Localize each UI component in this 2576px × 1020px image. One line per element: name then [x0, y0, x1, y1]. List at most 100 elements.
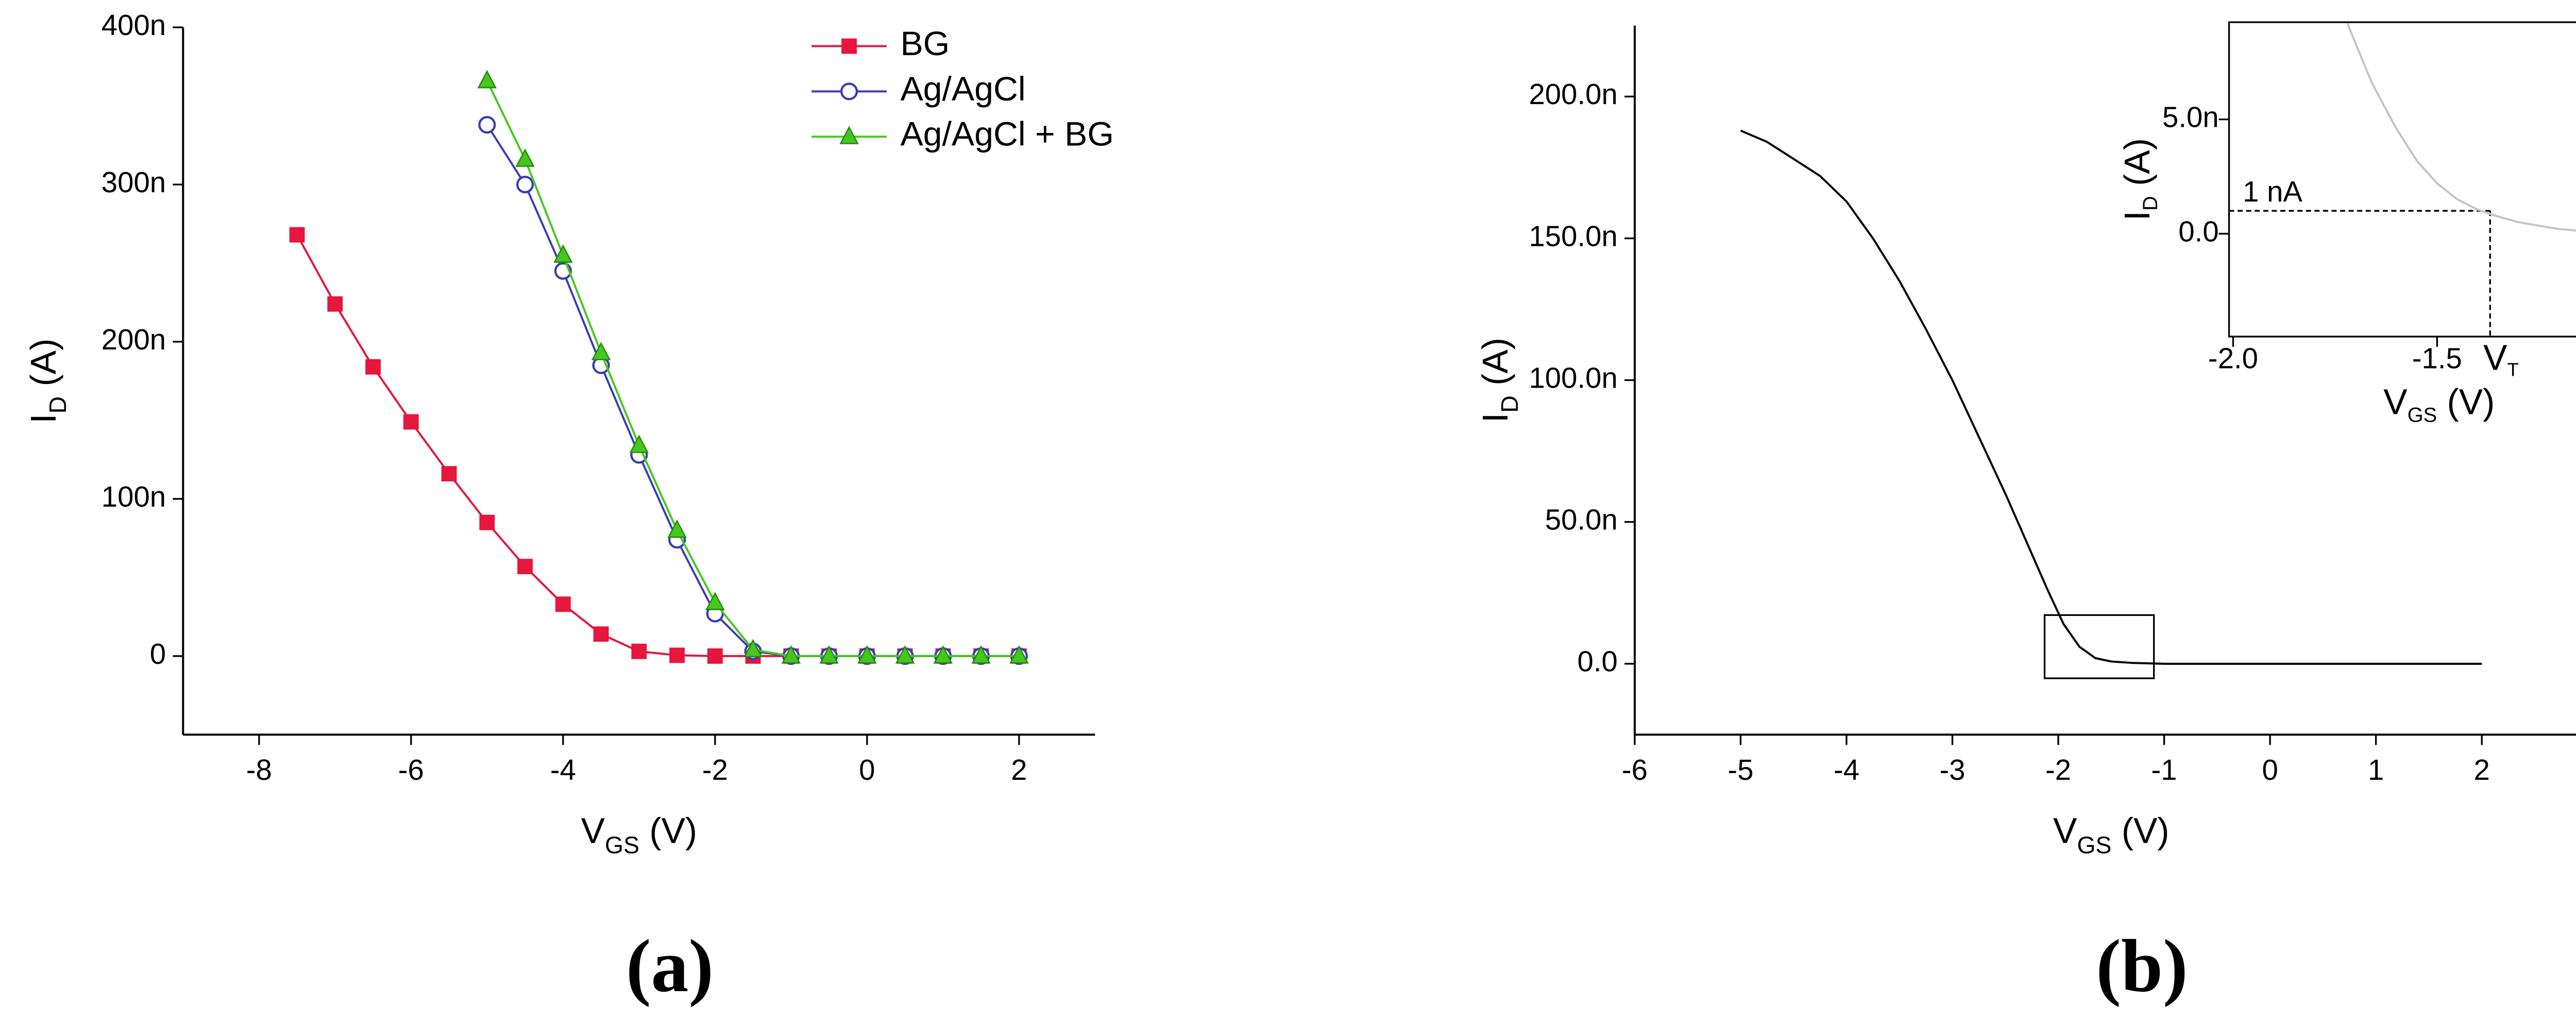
x-axis-label-part: V: [2383, 382, 2408, 422]
marker: [365, 359, 381, 375]
y-axis-label-part: I: [1475, 413, 1515, 423]
legend-label: BG: [901, 25, 950, 63]
marker: [841, 38, 857, 54]
x-axis-label-part: GS: [2077, 832, 2111, 859]
threshold-x-label-part: V: [2483, 338, 2507, 378]
x-tick-label: 1: [2368, 754, 2384, 786]
x-tick-label: -1.5: [2412, 342, 2462, 374]
x-tick-label: -4: [550, 754, 576, 786]
y-axis-label-part: I: [2117, 211, 2158, 221]
y-tick-label: 5.0n: [2162, 101, 2219, 133]
y-axis-label-part: D: [2139, 196, 2162, 211]
x-tick-label: 0: [2262, 754, 2278, 786]
x-tick-label: 2: [2474, 754, 2490, 786]
x-axis-label-part: (V): [2437, 382, 2495, 422]
marker: [517, 559, 533, 575]
panel-label: (a): [626, 924, 714, 1008]
marker: [629, 434, 649, 453]
y-axis-label: ID (A): [2117, 138, 2162, 221]
marker: [593, 626, 609, 642]
y-axis-label-part: I: [24, 413, 64, 423]
y-tick-label: 0: [150, 638, 166, 670]
y-axis-label-part: D: [44, 396, 71, 414]
marker: [971, 645, 991, 664]
marker: [403, 414, 419, 430]
y-axis-label-part: (A): [2117, 138, 2158, 196]
x-tick-label: -6: [1622, 754, 1648, 786]
series-line: [1740, 129, 2482, 665]
marker: [555, 596, 571, 612]
marker: [669, 647, 685, 663]
legend-label: Ag/AgCl: [901, 70, 1026, 108]
x-axis-label-part: (V): [2112, 811, 2170, 851]
y-tick-label: 0.0: [2178, 215, 2218, 247]
marker: [781, 645, 801, 664]
marker: [895, 645, 915, 664]
threshold-x-label-part: T: [2507, 359, 2518, 380]
x-axis-label-part: (V): [639, 811, 697, 851]
marker: [1009, 645, 1029, 664]
y-axis-label: ID (A): [24, 339, 72, 424]
y-tick-label: 200.0n: [1529, 78, 1617, 110]
marker: [743, 639, 763, 658]
y-tick-label: 50.0n: [1545, 504, 1618, 536]
marker: [477, 70, 497, 89]
x-tick-label: -2: [702, 754, 728, 786]
x-axis-label-part: V: [581, 811, 605, 851]
marker: [327, 296, 343, 312]
marker: [479, 514, 495, 530]
y-tick-label: 200n: [101, 323, 166, 356]
series-line: [2346, 23, 2576, 232]
y-tick-label: 400n: [101, 9, 166, 41]
x-tick-label: -5: [1727, 754, 1753, 786]
marker: [553, 244, 573, 263]
marker: [705, 592, 725, 610]
legend-label: Ag/AgCl + BG: [901, 115, 1114, 154]
marker: [515, 148, 535, 167]
x-axis-label-part: GS: [605, 832, 639, 859]
marker: [707, 648, 723, 664]
x-axis-label: VGS (V): [2053, 811, 2170, 859]
x-axis-label: VGS (V): [2383, 382, 2495, 426]
y-axis-label: ID (A): [1475, 338, 1523, 423]
marker: [839, 126, 859, 144]
x-axis-label-part: V: [2053, 811, 2077, 851]
marker: [516, 175, 534, 194]
threshold-x-label: VT: [2483, 338, 2519, 380]
marker: [478, 116, 496, 134]
y-tick-label: 150.0n: [1529, 220, 1617, 252]
x-tick-label: -6: [398, 754, 424, 786]
marker: [289, 227, 305, 243]
x-tick-label: 2: [1011, 754, 1027, 786]
x-tick-label: -1: [2151, 754, 2177, 786]
panel-label: (b): [2096, 924, 2188, 1008]
marker: [591, 342, 611, 360]
marker: [933, 645, 953, 664]
y-axis-label-part: (A): [1475, 338, 1515, 395]
y-tick-label: 100.0n: [1529, 361, 1617, 394]
series-line: [486, 80, 1019, 657]
x-tick-label: -2.0: [2208, 342, 2258, 374]
x-tick-label: 0: [859, 754, 875, 786]
y-tick-label: 100n: [101, 480, 166, 513]
x-tick-label: -2: [2045, 754, 2071, 786]
marker: [667, 519, 687, 538]
series-line: [296, 234, 1019, 657]
series-line: [486, 124, 1019, 657]
y-axis-label-part: D: [1496, 395, 1523, 413]
plot-frame: [2228, 21, 2576, 338]
threshold-y-label: 1 nA: [2243, 175, 2302, 208]
x-tick-label: -4: [1834, 754, 1859, 786]
x-tick-label: -8: [246, 754, 272, 786]
y-tick-label: 300n: [101, 166, 166, 198]
zoom-box: [2043, 614, 2155, 679]
x-tick-label: -3: [1939, 754, 1965, 786]
marker: [840, 82, 858, 101]
y-axis-label-part: (A): [24, 339, 64, 396]
y-tick-label: 0.0: [1578, 645, 1618, 678]
x-axis-label-part: GS: [2408, 404, 2437, 426]
marker: [857, 645, 877, 664]
marker: [819, 645, 839, 664]
